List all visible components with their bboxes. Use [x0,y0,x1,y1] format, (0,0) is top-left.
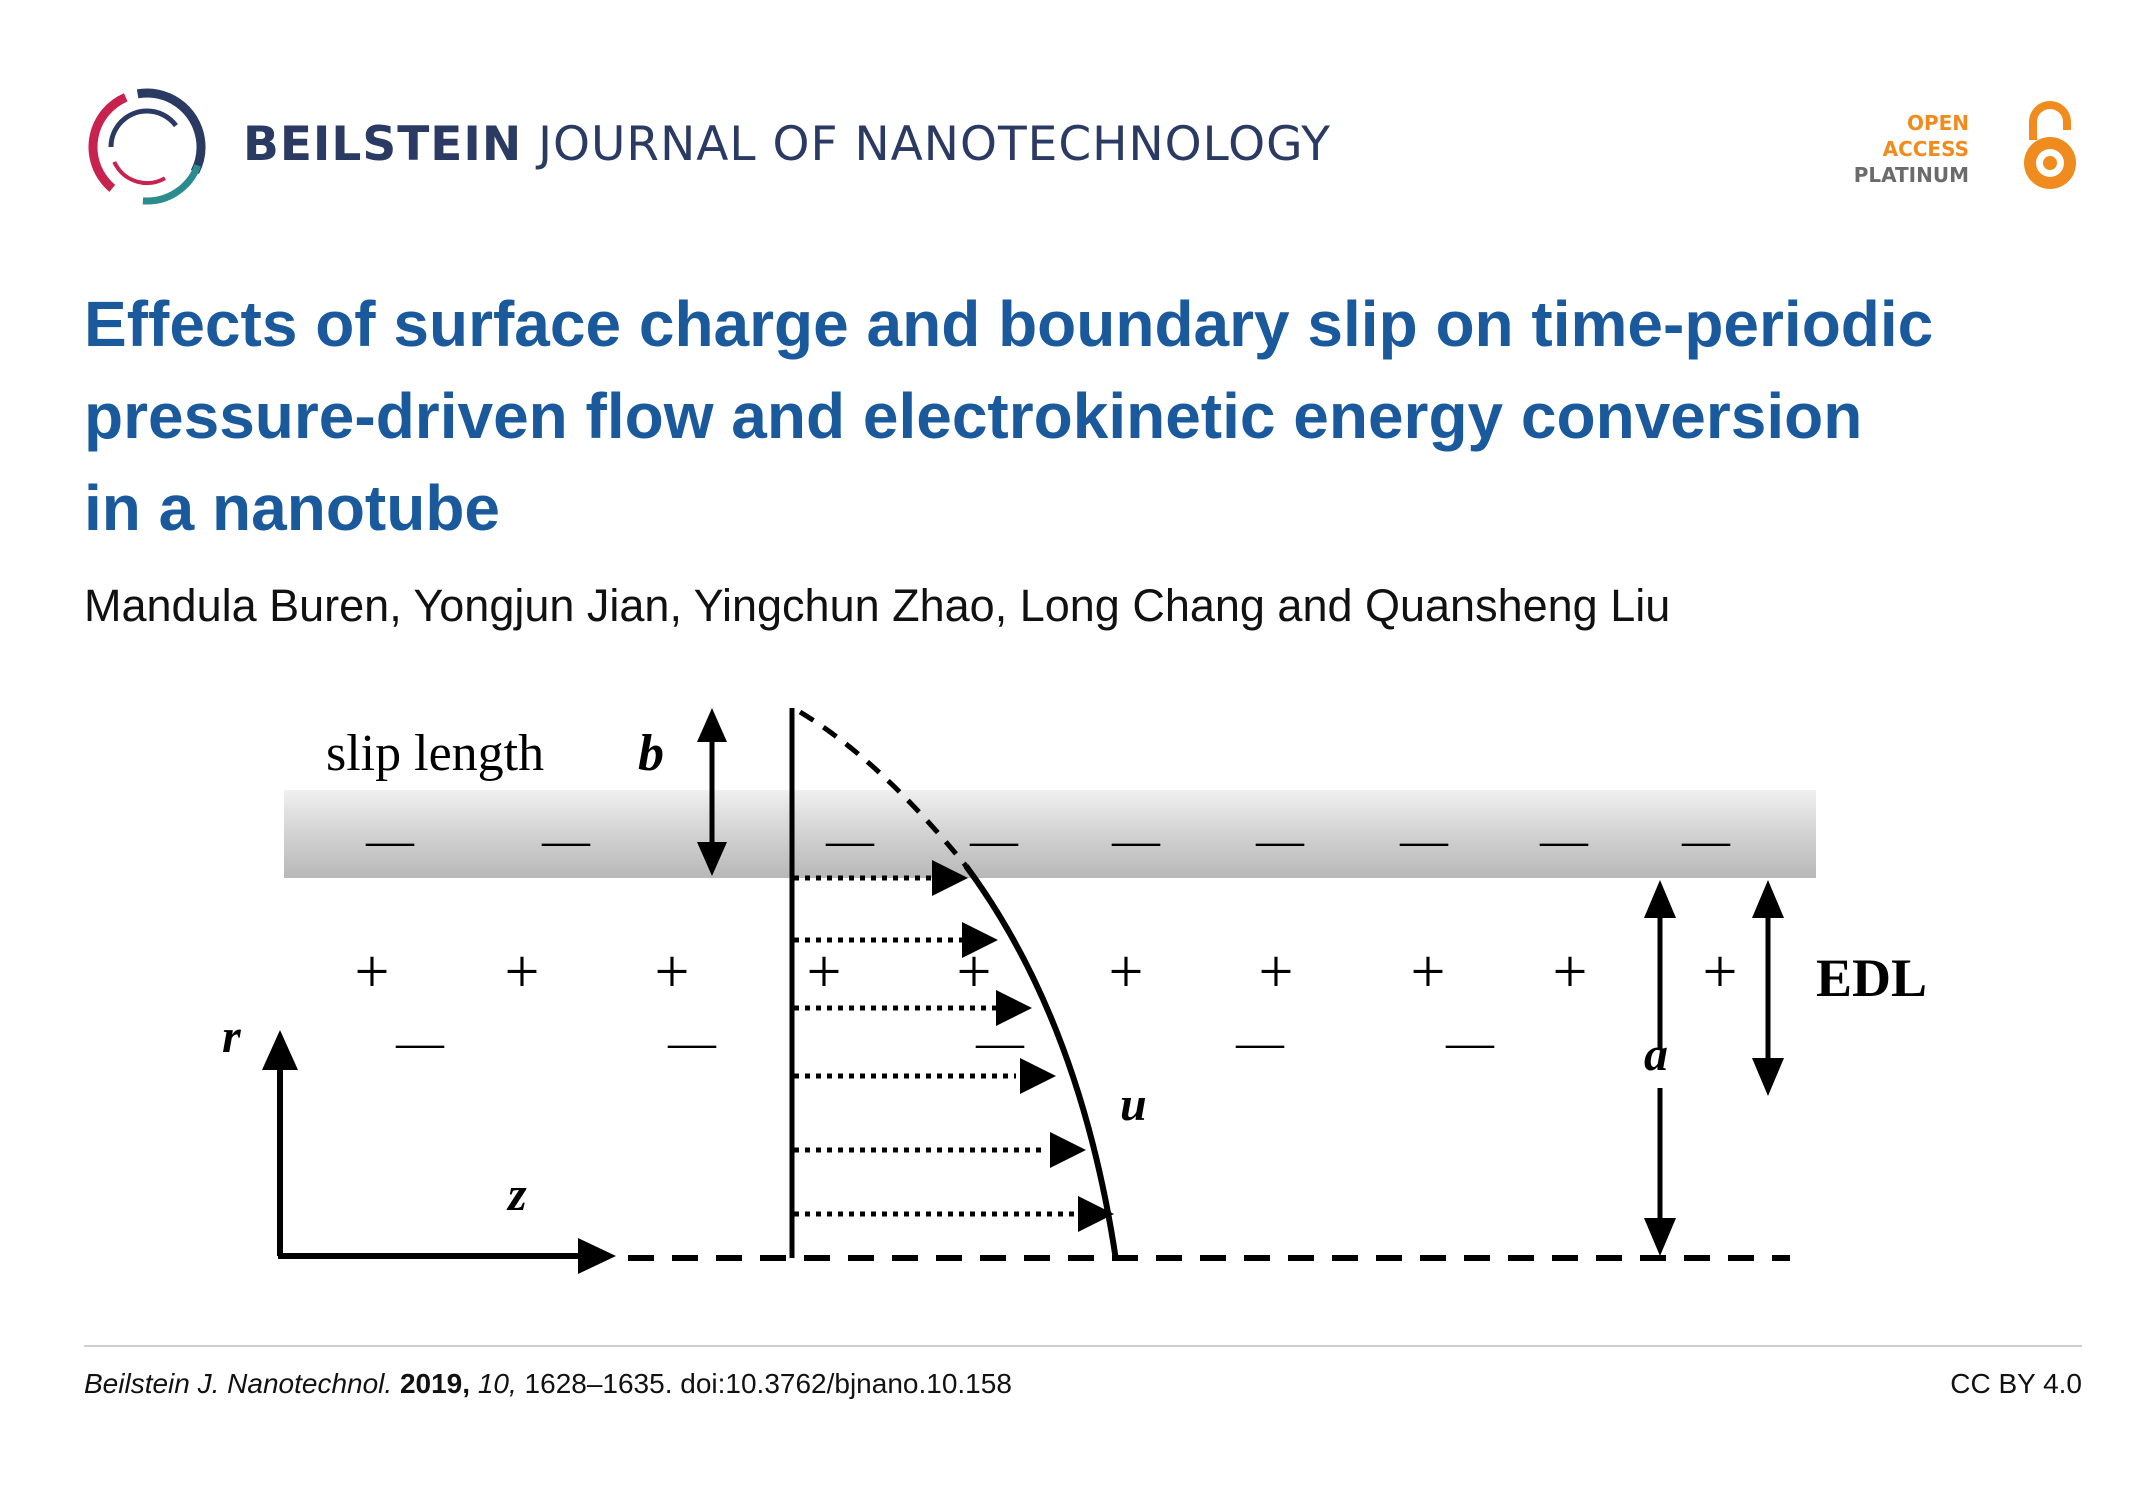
bulk-negative-charges: — — — — — [395,1016,1495,1069]
wall-minus: — [969,814,1019,867]
edl-plus: + [807,938,842,1006]
velocity-label: u [1120,1078,1147,1131]
edl-plus: + [1259,938,1294,1006]
slip-length-label: slip length [326,725,544,782]
citation-journal: Beilstein J. Nanotechnol. [84,1368,393,1399]
graphical-abstract-figure: — — — — — — — — — slip length b [222,708,1927,1274]
edl-plus: + [1109,938,1144,1006]
citation-year: 2019, [399,1368,471,1399]
coordinate-axes [262,1030,616,1274]
title-line-2: pressure-driven flow and electrokinetic … [84,380,1863,452]
z-axis-label: z [506,1168,527,1221]
open-access-lock-icon [2024,101,2076,189]
title-line-1: Effects of surface charge and boundary s… [84,288,1934,360]
velocity-profile-curve [963,864,1119,1261]
slip-length-arrow [697,708,727,876]
edl-plus: + [355,938,390,1006]
velocity-arrowheads [932,860,1114,1232]
citation-pages-doi: 1628–1635. doi:10.3762/bjnano.10.158 [524,1368,1012,1399]
journal-name: BEILSTEIN JOURNAL OF NANOTECHNOLOGY [243,116,1331,174]
oa-access-label: ACCESS [1882,137,1969,161]
title-line-3: in a nanotube [84,472,500,544]
oa-open-label: OPEN [1906,111,1969,135]
wall-minus: — [1539,814,1589,867]
wall-negative-charges: — — — — — — — — — [365,814,1731,867]
radius-label: a [1644,1028,1668,1081]
edl-arrow [1752,880,1784,1096]
edl-plus: + [1703,938,1738,1006]
wall-minus: — [825,814,875,867]
edl-plus: + [655,938,690,1006]
edl-plus: + [1411,938,1446,1006]
edl-plus: + [1553,938,1588,1006]
slip-length-symbol: b [638,725,664,782]
open-access-badge: OPEN ACCESS PLATINUM [1854,100,2080,200]
velocity-arrows [794,875,1076,1217]
citation-volume: 10, [477,1368,517,1399]
wall-minus: — [365,814,415,867]
edl-positive-charges: + + + + + + + + + + [355,938,1738,1006]
wall-minus: — [1399,814,1449,867]
journal-name-bold: BEILSTEIN [243,117,523,172]
wall-minus: — [541,814,591,867]
edl-label: EDL [1816,948,1927,1008]
nanotube-wall [284,790,1816,878]
citation: Beilstein J. Nanotechnol. 2019, 10, 1628… [84,1368,1012,1400]
bulk-minus: — [1445,1016,1495,1069]
wall-minus: — [1681,814,1731,867]
oa-platinum-label: PLATINUM [1853,163,1969,187]
r-axis-label: r [222,1010,242,1063]
beilstein-logo-icon [88,88,206,206]
bulk-minus: — [975,1016,1025,1069]
journal-name-rest: JOURNAL OF NANOTECHNOLOGY [522,117,1331,172]
article-title: Effects of surface charge and boundary s… [84,278,2064,554]
footer-divider [84,1345,2082,1347]
edl-plus: + [957,938,992,1006]
wall-minus: — [1111,814,1161,867]
bulk-minus: — [1235,1016,1285,1069]
bulk-minus: — [667,1016,717,1069]
wall-minus: — [1255,814,1305,867]
article-authors: Mandula Buren, Yongjun Jian, Yingchun Zh… [84,580,1671,631]
bulk-minus: — [395,1016,445,1069]
radius-arrow [1644,880,1676,1256]
license-label: CC BY 4.0 [1950,1368,2082,1399]
edl-plus: + [505,938,540,1006]
